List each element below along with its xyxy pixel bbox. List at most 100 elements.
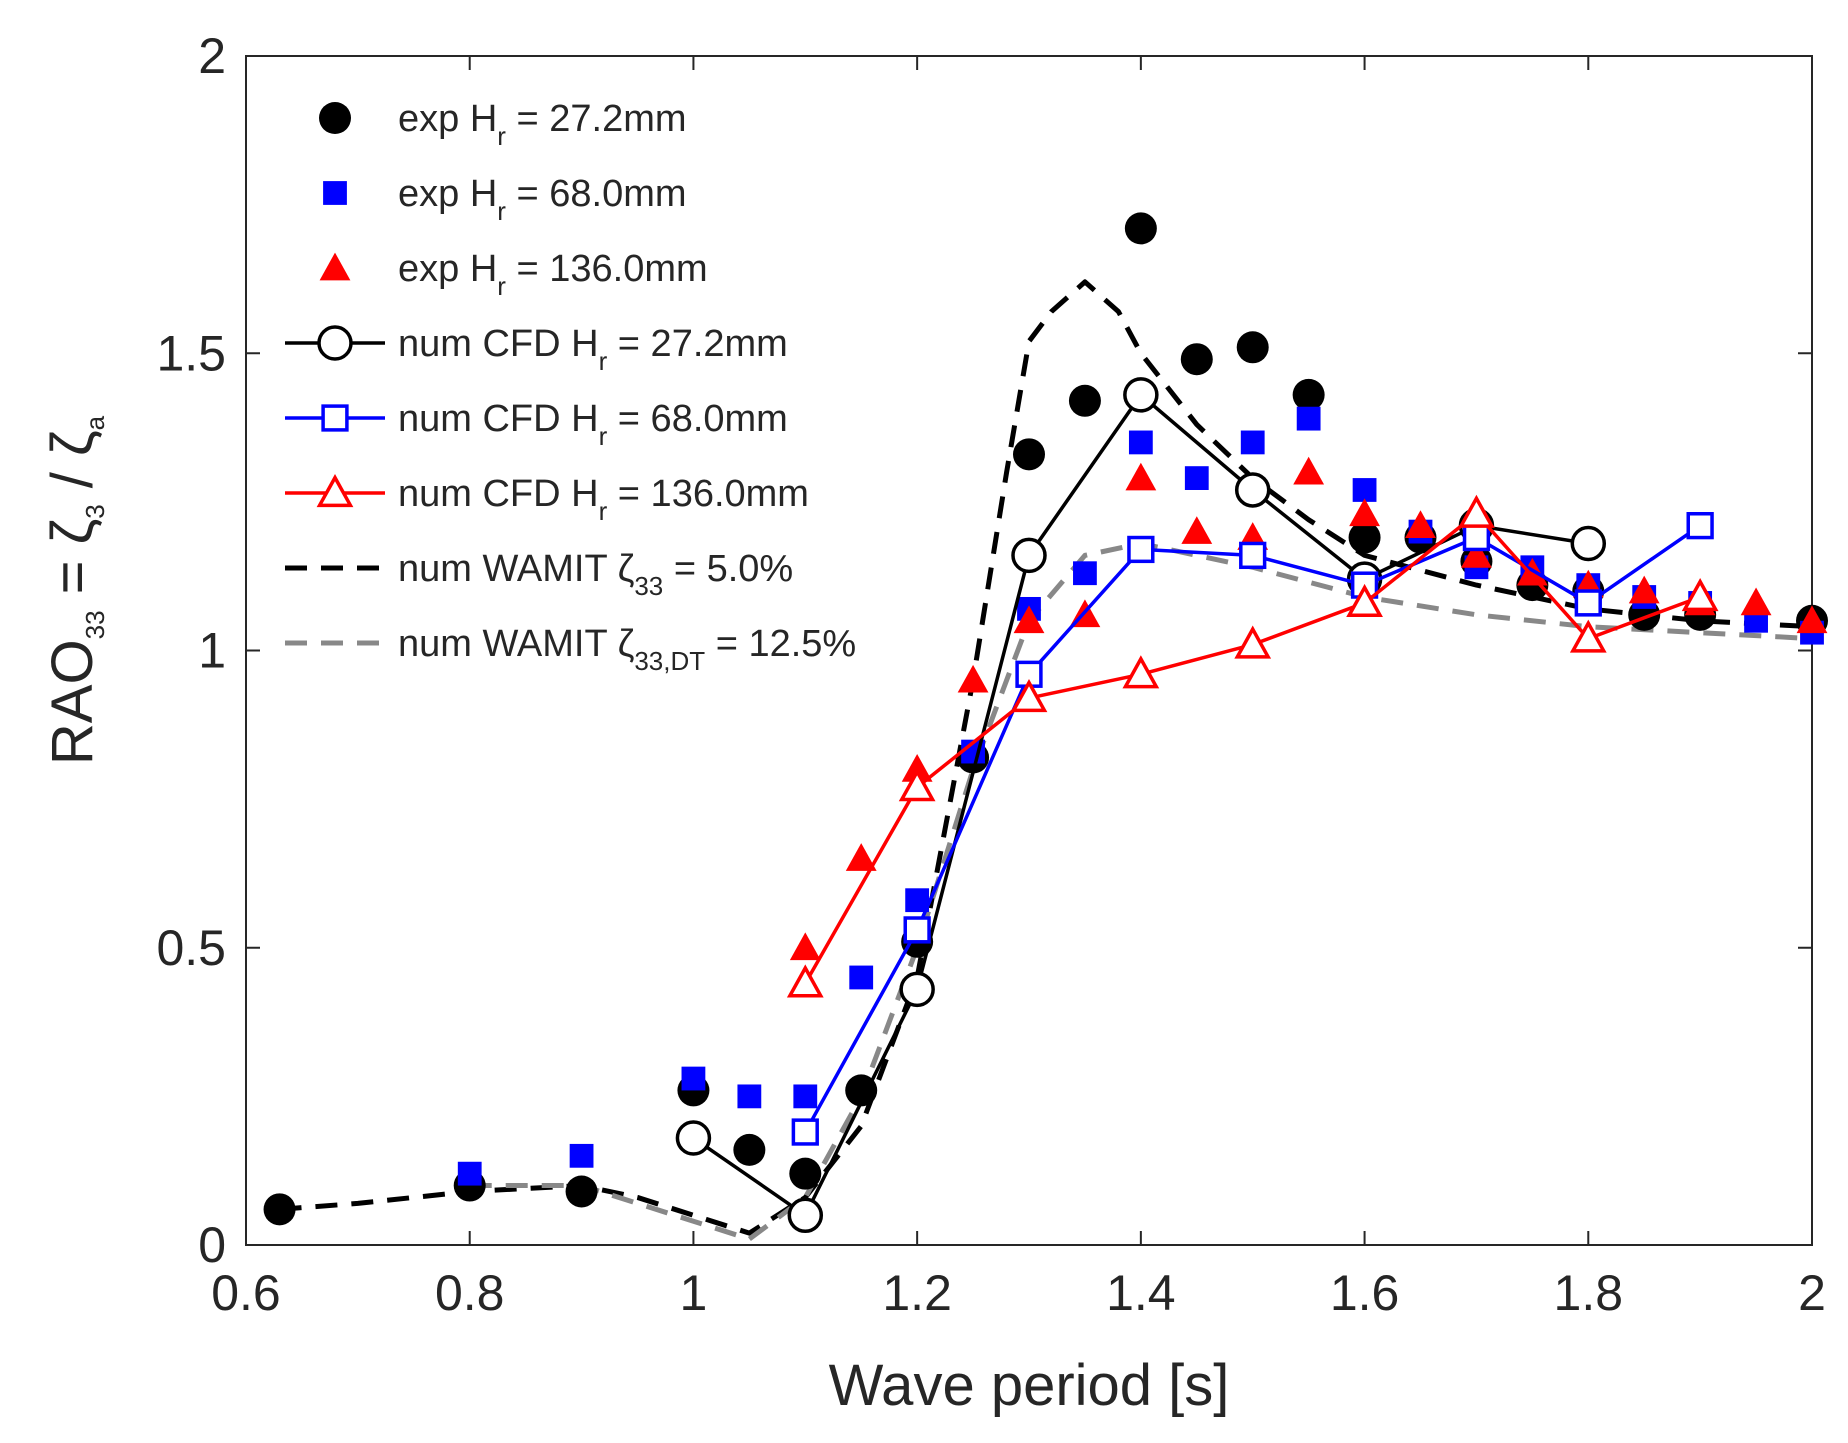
legend-label: exp Hr = 27.2mm <box>398 98 687 151</box>
data-point <box>1681 577 1719 612</box>
x-tick-label: 1.6 <box>1330 1265 1400 1321</box>
y-axis-label: RAO33 = ζ3 / ζa <box>40 415 110 765</box>
data-point <box>681 1066 706 1091</box>
legend-label: num WAMIT ζ33,DT = 12.5% <box>398 623 856 676</box>
data-point <box>1570 525 1607 562</box>
data-point <box>903 916 931 944</box>
data-point <box>675 1120 712 1156</box>
data-point <box>1128 430 1153 455</box>
data-point <box>1181 516 1213 544</box>
axis-ticks: 0.6 0.8 1 1.2 1.4 1.6 1.8 2 0 0.5 1 1.5 2 <box>156 28 1825 1321</box>
data-point <box>1010 679 1048 713</box>
data-point <box>1296 406 1321 431</box>
data-point <box>1122 655 1160 689</box>
data-point <box>901 754 933 782</box>
legend-swatch-marker <box>321 404 349 432</box>
data-point <box>1346 583 1383 618</box>
legend-swatch-marker <box>316 473 354 508</box>
legend-item: exp Hr = 136.0mm <box>319 248 708 301</box>
data-point <box>849 965 874 990</box>
data-point <box>1123 377 1159 413</box>
data-point <box>737 1084 762 1109</box>
data-point <box>1184 466 1209 490</box>
data-point <box>1796 605 1828 634</box>
data-point <box>1239 541 1267 570</box>
y-tick-label: 1.5 <box>156 325 226 381</box>
data-point <box>1458 494 1495 528</box>
data-point <box>1352 478 1377 502</box>
x-tick-label: 1.4 <box>1106 1265 1176 1321</box>
series-layer <box>263 212 1828 1242</box>
legend-swatch-marker <box>319 252 351 281</box>
legend-swatch-marker <box>323 181 347 205</box>
x-tick-label: 1.2 <box>882 1265 952 1321</box>
data-point <box>1348 521 1381 554</box>
data-point <box>791 1118 819 1146</box>
legend-label: num CFD Hr = 68.0mm <box>398 398 788 451</box>
data-point <box>1234 472 1271 508</box>
data-point <box>1234 625 1272 659</box>
legend-label: exp Hr = 136.0mm <box>398 248 708 301</box>
x-tick-label: 2 <box>1798 1265 1826 1321</box>
series-line <box>803 524 1702 1133</box>
data-point <box>1349 498 1380 527</box>
legend-item: exp Hr = 27.2mm <box>319 98 687 151</box>
legend-item: exp Hr = 68.0mm <box>323 173 687 226</box>
series-line <box>279 279 1813 1236</box>
data-point <box>1462 523 1491 552</box>
series-5 <box>786 494 1719 998</box>
data-point <box>898 768 936 802</box>
data-point <box>1127 535 1155 564</box>
data-point <box>1124 212 1157 245</box>
data-point <box>1574 589 1602 617</box>
data-point <box>1293 456 1325 485</box>
x-tick-label: 1 <box>680 1265 708 1321</box>
data-point <box>1068 384 1101 417</box>
x-tick-label: 1.8 <box>1554 1265 1624 1321</box>
legend-item: num WAMIT ζ33 = 5.0% <box>285 548 793 601</box>
legend-label: exp Hr = 68.0mm <box>398 173 687 226</box>
data-point <box>1125 462 1157 491</box>
series-1 <box>457 406 1824 1186</box>
data-point <box>787 1197 824 1234</box>
legend-item: num CFD Hr = 68.0mm <box>285 398 788 451</box>
y-tick-label: 0.5 <box>156 920 226 976</box>
data-point <box>1461 539 1492 568</box>
data-point <box>793 1084 818 1109</box>
data-point <box>1740 587 1772 616</box>
data-point <box>1569 619 1607 653</box>
data-point <box>1013 438 1045 471</box>
legend-label: num CFD Hr = 27.2mm <box>398 323 788 376</box>
data-point <box>1011 537 1047 574</box>
data-point <box>789 932 821 961</box>
legend-label: num CFD Hr = 136.0mm <box>398 473 809 526</box>
series-6 <box>279 279 1813 1236</box>
series-2 <box>789 456 1828 961</box>
y-tick-label: 2 <box>198 28 226 84</box>
data-point <box>457 1161 482 1186</box>
data-point <box>905 888 930 913</box>
y-tick-label: 1 <box>198 623 226 679</box>
legend-swatch-marker <box>319 102 351 134</box>
data-point <box>1013 605 1045 634</box>
data-point <box>1180 343 1213 376</box>
series-line <box>803 512 1701 985</box>
legend-item: num CFD Hr = 27.2mm <box>285 323 788 376</box>
data-point <box>957 664 989 693</box>
legend-item: num CFD Hr = 136.0mm <box>285 473 809 526</box>
data-point <box>1405 510 1436 538</box>
data-point <box>789 1157 822 1190</box>
data-point <box>899 971 935 1008</box>
data-point <box>1073 561 1097 586</box>
x-tick-label: 0.8 <box>435 1265 505 1321</box>
x-axis-label: Wave period [s] <box>829 1353 1230 1418</box>
data-point <box>1292 378 1325 411</box>
data-point <box>263 1193 296 1226</box>
data-point <box>733 1133 766 1166</box>
legend: exp Hr = 27.2mm exp Hr = 68.0mm exp Hr = 1… <box>285 98 856 676</box>
data-point <box>565 1175 598 1208</box>
data-point <box>1628 575 1660 604</box>
legend-label: num WAMIT ζ33 = 5.0% <box>398 548 793 601</box>
legend-swatch-marker <box>317 325 353 361</box>
x-tick-label: 0.6 <box>211 1265 281 1321</box>
